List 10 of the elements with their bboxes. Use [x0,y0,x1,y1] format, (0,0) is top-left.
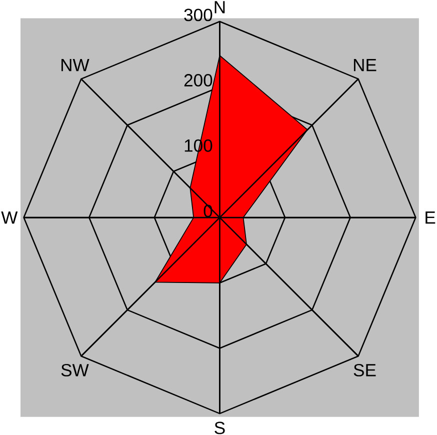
spoke-label: E [426,211,436,224]
spoke-label: N [214,0,225,14]
spoke-label: S [214,422,225,434]
spoke-label: SW [61,364,89,376]
y-tick-label: 300 [184,8,212,22]
spoke-label: SE [354,364,376,376]
spoke-label: NW [61,58,90,72]
spoke-label: W [1,211,18,224]
spoke-label: NE [354,58,376,72]
y-tick-label: 200 [184,74,212,86]
